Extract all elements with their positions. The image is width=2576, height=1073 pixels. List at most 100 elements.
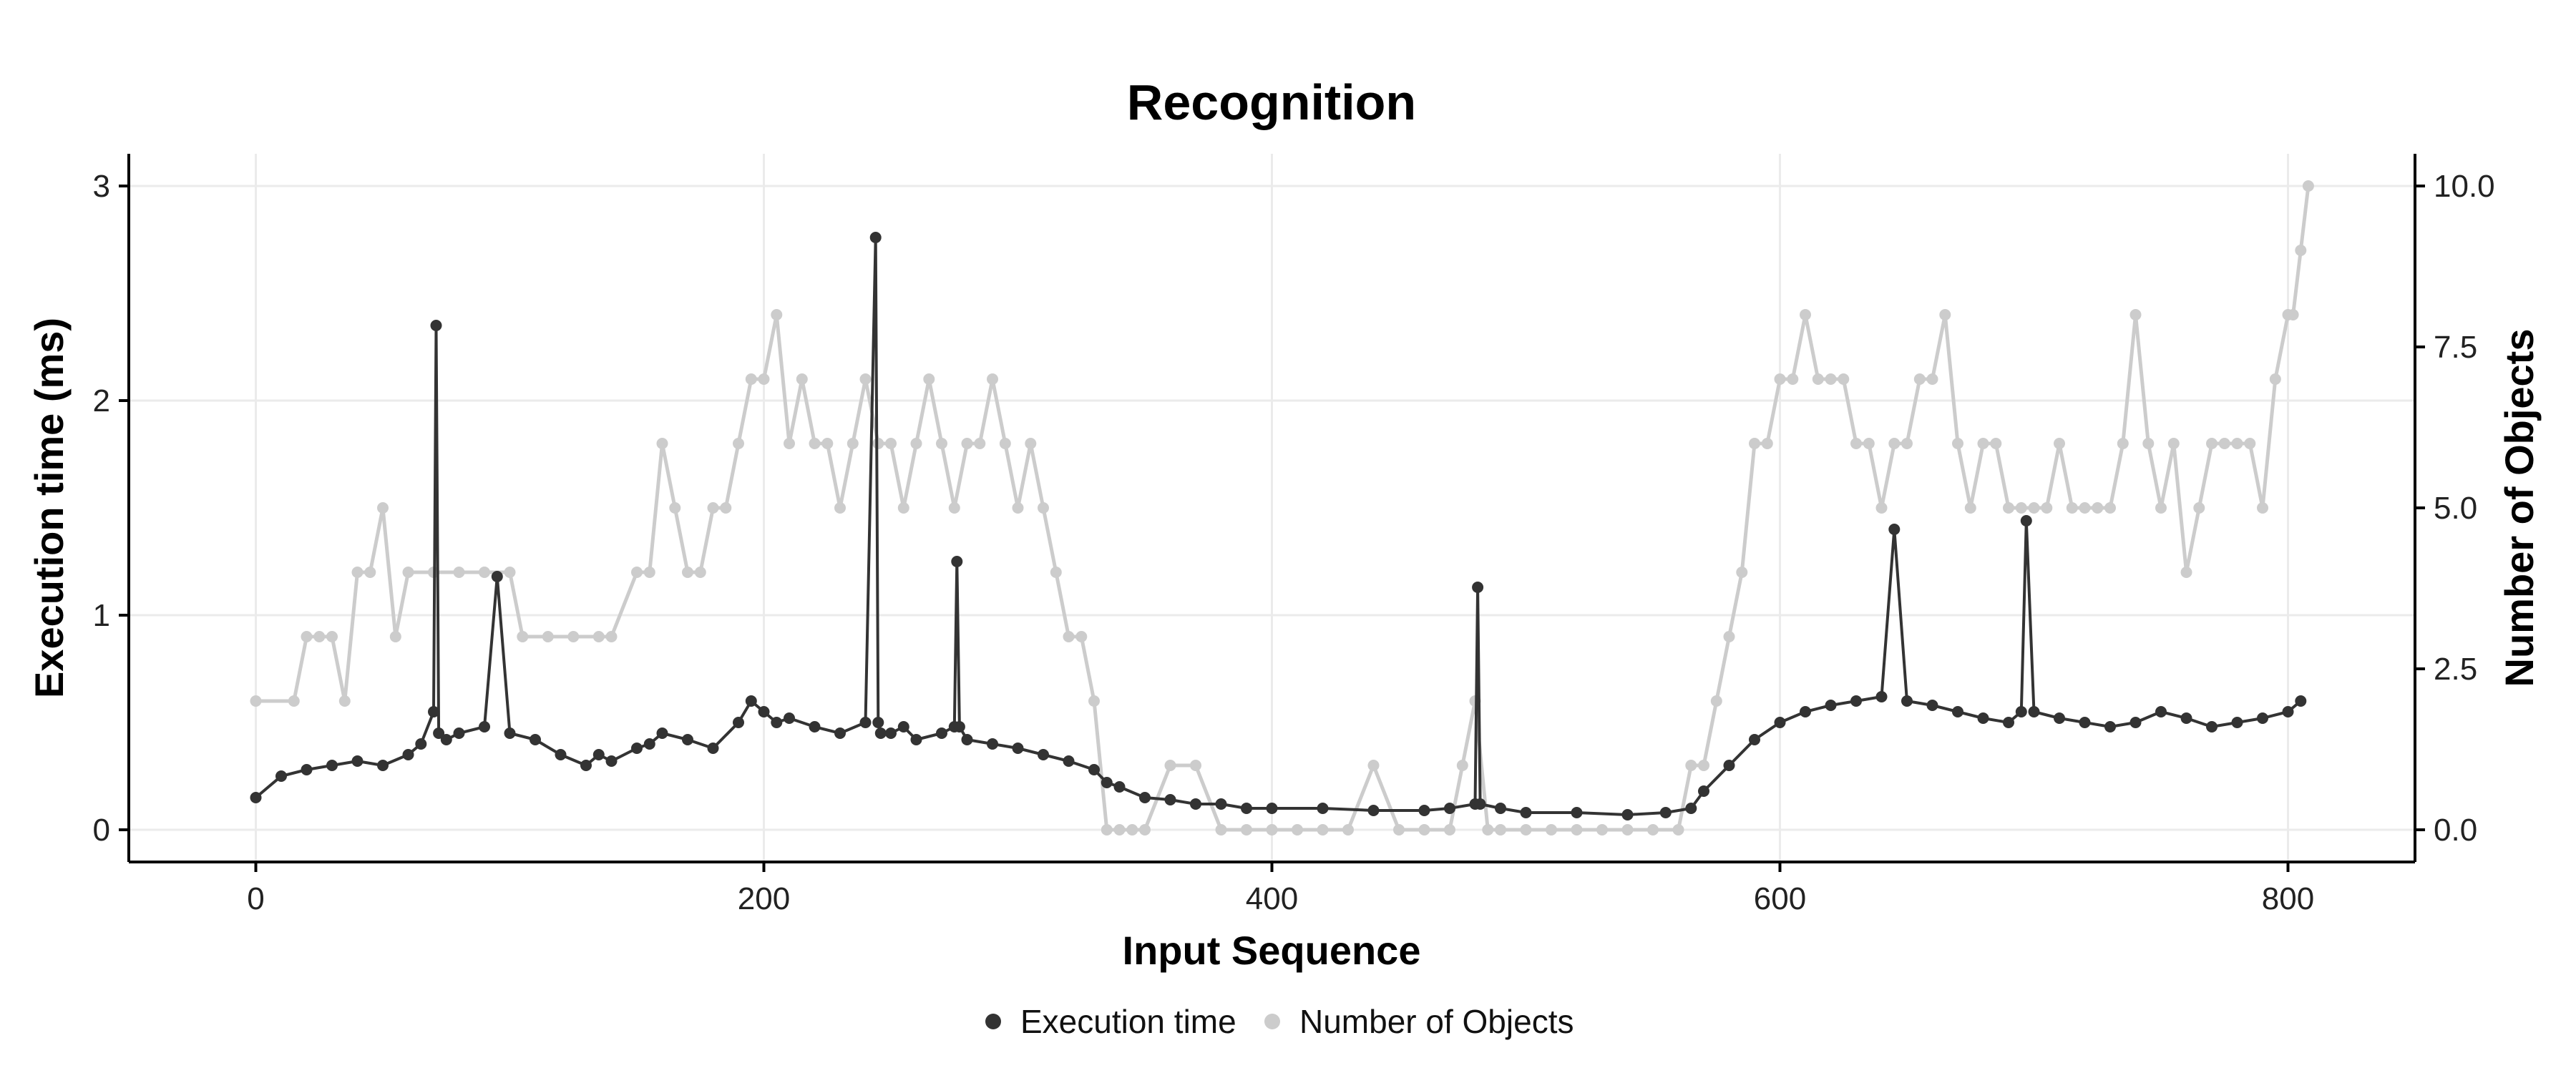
data-point xyxy=(733,438,744,449)
legend-label-execution-time: Execution time xyxy=(1020,1003,1236,1040)
data-point xyxy=(504,727,516,739)
y-tick-label: 0 xyxy=(93,813,110,848)
data-point xyxy=(859,373,872,385)
data-point xyxy=(1800,309,1811,320)
data-point xyxy=(2041,502,2053,514)
data-point xyxy=(338,695,351,707)
data-point xyxy=(2282,706,2294,717)
data-point xyxy=(1990,438,2002,449)
x-axis-title: Input Sequence xyxy=(1123,928,1421,973)
data-point xyxy=(1495,803,1506,814)
data-point xyxy=(2104,502,2116,514)
data-point xyxy=(1546,824,1557,836)
data-point xyxy=(430,320,442,331)
data-point xyxy=(1825,373,1837,385)
execution-time-series xyxy=(250,232,2307,820)
data-point xyxy=(1266,824,1278,836)
x-tick-label: 200 xyxy=(738,881,790,916)
data-point xyxy=(1926,373,1938,385)
y2-tick-label: 7.5 xyxy=(2434,330,2477,365)
data-point xyxy=(720,502,732,514)
data-point xyxy=(1621,809,1634,820)
y2-tick-label: 2.5 xyxy=(2434,652,2477,687)
data-point xyxy=(1472,582,1484,593)
data-point xyxy=(433,727,445,739)
data-point xyxy=(656,727,668,739)
y2-tick-label: 10.0 xyxy=(2434,169,2495,204)
data-point xyxy=(869,232,882,243)
data-point xyxy=(453,567,465,578)
legend-key-execution-time xyxy=(985,1014,1001,1029)
data-point xyxy=(2003,717,2014,728)
data-point xyxy=(1850,695,1862,707)
data-point xyxy=(897,502,909,514)
data-point xyxy=(542,631,554,642)
data-point xyxy=(1850,438,1862,449)
data-point xyxy=(885,727,897,739)
data-point xyxy=(301,631,313,642)
data-point xyxy=(1913,373,1926,385)
right-y-axis-title: Number of Objects xyxy=(2497,329,2542,687)
data-point xyxy=(1025,438,1037,449)
data-point xyxy=(682,567,693,578)
data-point xyxy=(2180,712,2192,724)
data-point xyxy=(821,438,834,449)
data-point xyxy=(1952,706,1963,717)
data-point xyxy=(910,734,922,745)
data-point xyxy=(402,567,414,578)
legend-label-number-of-objects: Number of Objects xyxy=(1299,1003,1574,1040)
data-point xyxy=(1952,438,1963,449)
data-point xyxy=(1012,502,1024,514)
data-point xyxy=(2079,717,2091,728)
data-point xyxy=(313,631,326,642)
data-point xyxy=(999,438,1011,449)
data-point xyxy=(631,743,643,754)
data-point xyxy=(897,721,909,733)
data-point xyxy=(1774,373,1786,385)
data-point xyxy=(2015,706,2027,717)
data-point xyxy=(1012,743,1024,754)
data-point xyxy=(1875,502,1888,514)
data-point xyxy=(872,438,884,449)
data-point xyxy=(2269,373,2281,385)
data-point xyxy=(1901,438,1913,449)
data-point xyxy=(1863,438,1875,449)
data-point xyxy=(2142,438,2155,449)
data-point xyxy=(1038,502,1049,514)
data-point xyxy=(834,502,846,514)
data-point xyxy=(834,727,846,739)
data-point xyxy=(250,792,262,803)
data-point xyxy=(771,717,783,728)
data-point xyxy=(1685,803,1697,814)
data-point xyxy=(1292,824,1303,836)
data-point xyxy=(2193,502,2205,514)
data-point xyxy=(1838,373,1850,385)
data-point xyxy=(2167,438,2180,449)
data-point xyxy=(377,760,389,771)
series-line xyxy=(255,185,2311,832)
legend: Execution time Number of Objects xyxy=(985,1003,1574,1040)
data-point xyxy=(2302,180,2314,192)
data-point xyxy=(1571,824,1583,836)
data-point xyxy=(1774,717,1786,728)
data-point xyxy=(2231,717,2243,728)
series-line xyxy=(255,236,2302,816)
data-point xyxy=(936,727,947,739)
data-point xyxy=(1444,803,1455,814)
data-point xyxy=(592,631,605,642)
data-point xyxy=(2054,712,2065,724)
data-point xyxy=(453,727,465,739)
data-point xyxy=(948,502,960,514)
data-point xyxy=(707,743,719,754)
data-point xyxy=(2231,438,2243,449)
data-point xyxy=(1520,807,1532,818)
data-point xyxy=(1621,824,1634,836)
data-point xyxy=(1723,631,1735,642)
data-point xyxy=(2104,721,2116,733)
data-point xyxy=(389,631,401,642)
data-point xyxy=(771,309,783,320)
legend-key-number-of-objects xyxy=(1264,1014,1280,1029)
data-point xyxy=(809,438,821,449)
data-point xyxy=(326,631,338,642)
data-point xyxy=(479,721,490,733)
